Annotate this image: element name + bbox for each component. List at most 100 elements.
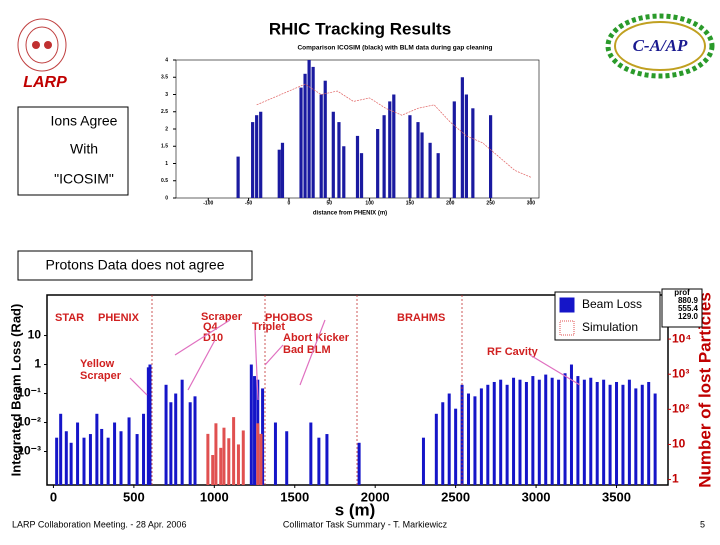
y-tick-label: 10⁻³: [17, 444, 41, 458]
y-tick-label: 4: [165, 57, 168, 63]
bar: [259, 111, 263, 198]
bar: [164, 384, 168, 485]
annotation-arrow: [254, 329, 259, 401]
bar: [428, 142, 432, 198]
bar: [479, 388, 483, 485]
stats-text: 129.0: [678, 312, 699, 321]
bar: [467, 393, 471, 485]
bar: [142, 413, 146, 485]
top-x-label: distance from PHENIX (m): [313, 211, 387, 217]
bar: [589, 377, 593, 485]
bar: [280, 142, 285, 198]
protons-note: Protons Data does not agree: [45, 257, 224, 273]
protons-note-box: [17, 250, 253, 281]
y2-tick-label: 10⁴: [672, 331, 691, 345]
bar: [408, 115, 412, 198]
bar: [325, 434, 329, 485]
y2-axis-label: Number of lost Particles: [695, 292, 714, 488]
bar: [82, 437, 86, 485]
x-tick-label: 2000: [361, 489, 390, 504]
x-tick-label: 3000: [522, 489, 551, 504]
legend: Beam Loss Simulation: [554, 291, 661, 341]
bar: [119, 431, 123, 485]
x-tick-label: 100: [365, 200, 374, 206]
bar: [249, 364, 253, 485]
bar: [100, 428, 104, 485]
bar: [434, 413, 438, 485]
y-tick-label: 2.5: [161, 109, 168, 115]
bar: [576, 376, 580, 485]
bar: [251, 122, 255, 198]
footer-left: LARP Collaboration Meeting. - 28 Apr. 20…: [12, 519, 186, 529]
bar: [64, 431, 68, 485]
bar: [512, 377, 516, 485]
bar: [146, 367, 150, 485]
bar: [214, 423, 218, 485]
bar: [454, 408, 458, 485]
annotation: BRAHMS: [397, 312, 445, 324]
x-tick-label: 0: [50, 489, 57, 504]
bar: [452, 101, 456, 198]
bar: [486, 384, 490, 485]
annotation-arrow: [129, 377, 148, 396]
annotation: Scraper: [201, 311, 243, 323]
bar: [537, 379, 541, 485]
stats-text: 555.4: [678, 304, 699, 313]
stats-text: prof: [674, 288, 690, 297]
stats-box: [661, 288, 703, 328]
ions-note: Ions Agree: [51, 113, 118, 129]
y-tick-label: 3: [165, 92, 168, 98]
y-tick-label: 10⁻¹: [17, 386, 41, 400]
bar: [376, 129, 380, 198]
x-tick-label: -50: [245, 200, 252, 206]
bar: [505, 384, 509, 485]
larp-logo: [17, 18, 67, 72]
x-tick-label: 250: [486, 200, 495, 206]
bar: [255, 115, 259, 198]
y-tick-label: 0.5: [161, 178, 168, 184]
bar: [309, 422, 313, 485]
stats-text: 880.9: [678, 296, 699, 305]
bar: [236, 444, 240, 485]
x-tick-label: 3500: [602, 489, 631, 504]
bar: [640, 384, 644, 485]
x-axis-label: s (m): [335, 500, 376, 519]
bar: [273, 422, 277, 485]
annotation: Abort Kicker: [283, 332, 350, 344]
bar: [232, 417, 236, 485]
bar: [241, 430, 245, 485]
bar: [557, 379, 561, 485]
ions-note: "ICOSIM": [54, 171, 114, 187]
y2-tick-label: 10³: [672, 366, 689, 380]
bar: [259, 433, 263, 485]
bar: [595, 381, 599, 485]
cad-logo-text: C-A/AP: [633, 36, 688, 55]
y-tick-label: 1: [34, 357, 41, 371]
annotation: PHOBOS: [265, 312, 313, 324]
bar: [615, 381, 619, 485]
legend-swatch: [559, 297, 575, 313]
bar: [473, 396, 477, 485]
x-tick-label: 1500: [280, 489, 309, 504]
bar: [188, 402, 192, 485]
y-tick-label: 10: [28, 328, 42, 342]
x-tick-label: 200: [446, 200, 455, 206]
bar: [211, 455, 215, 485]
x-tick-label: 500: [123, 489, 145, 504]
x-tick-label: 150: [406, 200, 415, 206]
bar: [206, 433, 210, 485]
bar: [492, 381, 496, 485]
annotation: RF Cavity: [487, 346, 539, 358]
bar: [323, 80, 327, 198]
bar: [59, 413, 63, 485]
annotation-arrow: [529, 354, 581, 386]
bar: [647, 381, 651, 485]
annotation-arrow: [174, 319, 231, 356]
top-chart-bg: [165, 40, 545, 220]
annotation-arrow: [264, 344, 284, 366]
annotation: PHENIX: [98, 312, 140, 324]
bar: [518, 379, 522, 485]
y-tick-label: 1: [165, 161, 168, 167]
